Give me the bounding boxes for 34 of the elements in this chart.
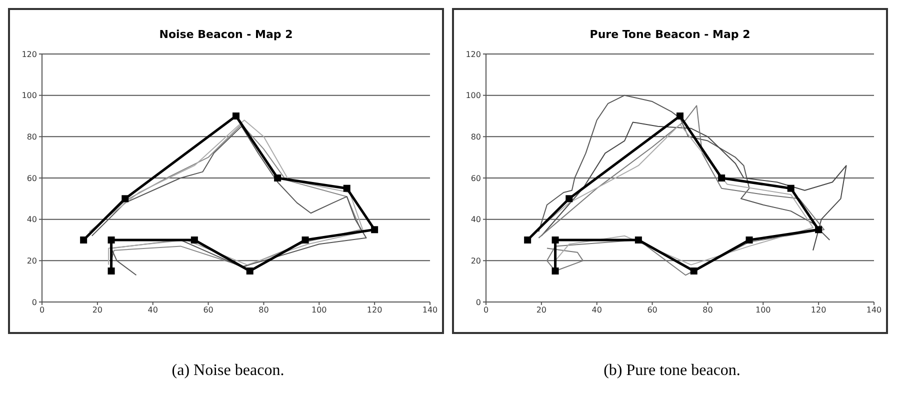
x-tick-label: 60 (203, 306, 214, 315)
y-tick-label: 60 (470, 174, 481, 183)
x-tick-label: 120 (810, 306, 826, 315)
y-tick-label: 120 (466, 50, 481, 59)
x-tick-label: 0 (483, 306, 489, 315)
x-tick-label: 80 (258, 306, 269, 315)
chart-title: Pure Tone Beacon - Map 2 (588, 28, 752, 43)
y-tick-label: 120 (22, 50, 37, 59)
text: (a) Noise beacon. (170, 362, 286, 380)
x-tick-label: 80 (702, 306, 713, 315)
x-tick-label: 140 (422, 306, 438, 315)
text: (b) Pure tone beacon. (602, 362, 742, 380)
x-tick-label: 140 (866, 306, 882, 315)
chart-title: Noise Beacon - Map 2 (158, 28, 294, 43)
y-tick-label: 40 (26, 215, 37, 224)
y-tick-label: 40 (470, 215, 481, 224)
x-tick-label: 20 (536, 306, 547, 315)
y-tick-label: 60 (26, 174, 37, 183)
x-tick-label: 0 (39, 306, 45, 315)
x-tick-label: 100 (312, 306, 327, 315)
y-tick-label: 100 (22, 91, 37, 100)
x-tick-label: 120 (366, 306, 382, 315)
y-tick-label: 0 (476, 298, 481, 307)
x-tick-label: 40 (148, 306, 158, 315)
x-tick-label: 100 (756, 306, 771, 315)
x-tick-label: 60 (647, 306, 658, 315)
x-tick-label: 20 (92, 306, 103, 315)
y-tick-label: 80 (26, 132, 37, 142)
y-tick-label: 20 (26, 256, 37, 266)
y-tick-label: 0 (32, 298, 37, 307)
y-tick-label: 80 (470, 132, 481, 142)
y-tick-label: 20 (470, 256, 481, 266)
x-tick-label: 40 (592, 306, 602, 315)
y-tick-label: 100 (466, 91, 481, 100)
